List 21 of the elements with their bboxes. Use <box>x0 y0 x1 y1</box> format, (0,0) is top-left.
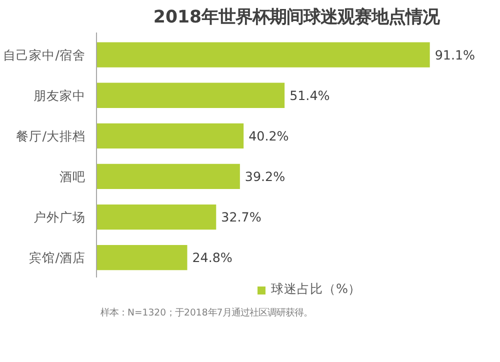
bar <box>96 82 285 108</box>
chart-title: 2018年世界杯期间球迷观赛地点情况 <box>153 8 441 28</box>
bar <box>96 204 216 230</box>
data-label: 40.2% <box>248 128 289 144</box>
data-label: 91.1% <box>434 47 476 62</box>
text: 样本：N=1320；于2018年7月通过社区调研获得。 <box>100 308 313 318</box>
data-label: 24.8% <box>192 250 232 266</box>
y-tick-label: 户外广场 <box>34 210 86 225</box>
y-tick-label: 朋友家中 <box>34 88 86 103</box>
legend-label: 球迷占比（%） <box>271 281 362 298</box>
y-tick-label: 宾馆/酒店 <box>29 250 86 266</box>
data-label: 51.4% <box>290 88 330 103</box>
bar <box>96 123 244 148</box>
y-tick-label: 酒吧 <box>60 168 86 184</box>
bar <box>96 42 430 68</box>
bar <box>96 164 240 190</box>
y-tick-label: 自己家中/宿舍 <box>3 47 86 62</box>
data-label: 39.2% <box>244 168 286 184</box>
bar <box>96 245 188 270</box>
data-label: 32.7% <box>221 210 262 225</box>
y-tick-label: 餐厅/大排档 <box>16 128 86 144</box>
